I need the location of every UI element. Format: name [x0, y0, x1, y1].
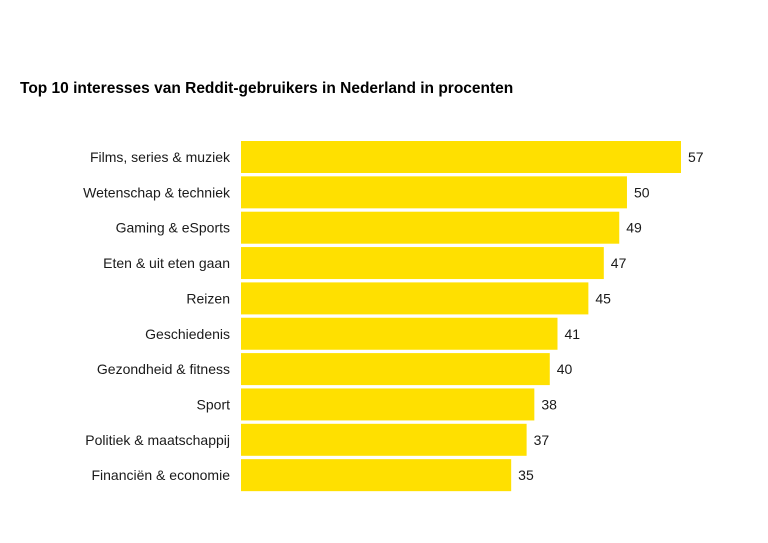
value-label: 38 [541, 396, 557, 412]
bar-1 [241, 176, 627, 209]
bar-5 [241, 317, 558, 350]
category-label: Gezondheid & fitness [97, 361, 230, 377]
value-label: 50 [634, 184, 650, 200]
bar-3 [241, 247, 604, 280]
category-label: Financiën & economie [91, 467, 230, 483]
bar-7 [241, 388, 535, 421]
category-label: Films, series & muziek [90, 149, 231, 165]
category-label: Wetenschap & techniek [83, 184, 231, 200]
bar-6 [241, 353, 550, 386]
bar-8 [241, 423, 527, 456]
category-label: Sport [197, 396, 231, 412]
value-label: 47 [611, 255, 627, 271]
value-label: 45 [595, 290, 611, 306]
value-label: 37 [534, 432, 550, 448]
chart-title: Top 10 interesses van Reddit-gebruikers … [20, 80, 514, 97]
value-label: 57 [688, 149, 704, 165]
value-label: 41 [564, 326, 580, 342]
bar-9 [241, 459, 512, 492]
bar-0 [241, 141, 681, 173]
value-label: 40 [557, 361, 573, 377]
bar-2 [241, 211, 620, 244]
category-label: Geschiedenis [145, 326, 230, 342]
category-label: Gaming & eSports [116, 220, 230, 236]
value-label: 35 [518, 467, 534, 483]
category-label: Politiek & maatschappij [85, 432, 230, 448]
value-label: 49 [626, 220, 642, 236]
category-label: Eten & uit eten gaan [103, 255, 230, 271]
category-label: Reizen [186, 290, 230, 306]
bar-4 [241, 282, 589, 315]
